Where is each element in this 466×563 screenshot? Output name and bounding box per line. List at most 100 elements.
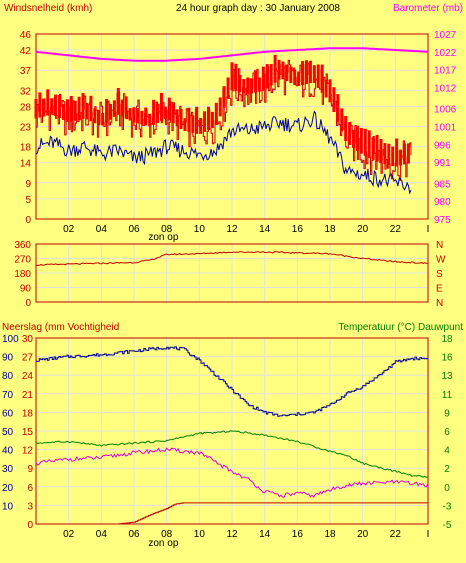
wind-gust-bar: [203, 111, 207, 132]
humidity-y-tick-label: 20: [2, 483, 14, 494]
wind-y-tick-label: 42: [20, 46, 32, 57]
direction-y-tick-label: 180: [14, 269, 31, 280]
wind-gust-bar: [101, 112, 105, 126]
wind-gust-bar: [344, 115, 348, 141]
rain-y-tick-label: 30: [22, 334, 34, 345]
wind-gust-bar: [116, 87, 120, 115]
wind-gust-bar: [210, 111, 214, 129]
wind-gust-bar: [38, 92, 42, 118]
barometer-y-tick-label: 996: [434, 140, 451, 151]
wind-gust-bar: [285, 64, 289, 82]
humidity-x-tick-label: 20: [357, 529, 369, 540]
humidity-x-tick-label: 04: [96, 529, 108, 540]
wind-gust-bar: [399, 149, 403, 166]
direction-compass-label: S: [436, 269, 443, 280]
wind-x-tick-label: 10: [194, 224, 206, 235]
wind-gust-bar: [371, 137, 375, 160]
wind-gust-bar: [124, 96, 128, 119]
wind-x-tick-label: 04: [96, 224, 108, 235]
barometer-y-tick-label: 1017: [434, 66, 457, 77]
wind-gust-bar: [199, 117, 203, 134]
wind-gust-bar: [136, 108, 140, 124]
wind-gust-bar: [73, 100, 77, 121]
wind-gust-bar: [234, 63, 238, 92]
wind-y-tick-label: 18: [20, 143, 32, 154]
wind-gust-bar: [316, 64, 320, 88]
wind-gust-bar: [77, 96, 81, 120]
temperature-dewpoint-axis-title: Temperatuur (°C) Dauwpunt: [338, 322, 463, 333]
wind-gust-bar: [218, 97, 222, 117]
wind-gust-bar: [336, 94, 340, 122]
wind-direction-series-line: [35, 251, 429, 266]
wind-gust-bar: [195, 106, 199, 134]
wind-y-tick-label: 28: [20, 102, 32, 113]
wind-x-tick-label: 22: [390, 224, 402, 235]
barometer-y-tick-label: 975: [434, 215, 451, 226]
wind-gust-bar: [308, 60, 312, 84]
humidity-x-tick-label: I: [427, 529, 430, 540]
average-wind-series-line: [35, 110, 412, 195]
wind-gust-bar: [128, 108, 132, 121]
wind-y-tick-label: 5: [25, 195, 31, 206]
wind-gust-bar: [120, 99, 124, 117]
wind-gust-bar: [293, 69, 297, 85]
wind-gust-bar: [355, 125, 359, 151]
wind-gust-bar: [230, 62, 234, 91]
wind-gust-bar: [148, 113, 152, 127]
wind-gust-bar: [183, 118, 187, 132]
wind-gust-bar: [383, 143, 387, 165]
wind-gust-bar: [297, 71, 301, 86]
wind-gust-bar: [387, 143, 391, 166]
barometer-y-tick-label: 985: [434, 179, 451, 190]
humidity-y-tick-label: 40: [2, 446, 14, 457]
wind-gust-bar: [61, 103, 65, 120]
direction-y-tick-label: 90: [20, 284, 32, 295]
rain-y-tick-label: 6: [27, 483, 33, 494]
wind-gust-bar: [85, 102, 89, 120]
wind-gust-bar: [332, 87, 336, 113]
barometer-y-tick-label: 980: [434, 197, 451, 208]
humidity-y-tick-label: 80: [2, 371, 14, 382]
wind-y-tick-label: 37: [20, 66, 32, 77]
wind-gust-bar: [58, 94, 62, 118]
wind-gust-bar: [257, 77, 261, 92]
wind-gust-bar: [54, 94, 58, 117]
wind-gust-bar: [140, 110, 144, 125]
wind-gust-bar: [352, 129, 356, 148]
temperature-y-tick-label: 16: [441, 353, 453, 364]
wind-gust-bar: [222, 86, 226, 108]
wind-gust-bar: [97, 109, 101, 126]
wind-y-tick-label: 0: [25, 215, 31, 226]
wind-y-tick-label: 9: [25, 179, 31, 190]
wind-x-tick-label: 02: [63, 224, 75, 235]
barometer-y-tick-label: 991: [434, 158, 451, 169]
humidity-frame: [35, 337, 429, 525]
wind-gust-bar: [93, 108, 97, 124]
wind-x-tick-label: 08: [161, 224, 173, 235]
wind-gust-bar: [69, 96, 73, 122]
wind-frame: [35, 33, 429, 220]
direction-compass-label: E: [436, 284, 443, 295]
humidity-x-tick-label: 10: [194, 529, 206, 540]
rain-y-tick-label: 3: [27, 501, 33, 512]
wind-gust-bar: [261, 66, 265, 91]
wind-y-tick-label: 32: [20, 86, 32, 97]
wind-gust-bar: [152, 99, 156, 125]
temperature-y-tick-label: -3: [443, 501, 452, 512]
direction-compass-label: N: [436, 240, 443, 251]
direction-frame: [35, 243, 429, 303]
rain-y-tick-label: 27: [22, 353, 34, 364]
humidity-y-tick-label: 70: [2, 390, 14, 401]
wind-gust-bar: [187, 107, 191, 132]
wind-gust-bar: [320, 64, 324, 93]
wind-x-tick-label: 18: [324, 224, 336, 235]
wind-gust-bar: [254, 70, 258, 93]
rain-series-line: [36, 502, 428, 525]
direction-compass-label: W: [436, 255, 446, 266]
humidity-x-tick-label: 16: [292, 529, 304, 540]
wind-gust-bar: [171, 102, 175, 124]
temperature-y-tick-label: 6: [444, 427, 450, 438]
wind-sunrise-label: zon op: [148, 232, 178, 243]
wind-gust-bar: [226, 77, 230, 99]
humidity-x-tick-label: 06: [128, 529, 140, 540]
